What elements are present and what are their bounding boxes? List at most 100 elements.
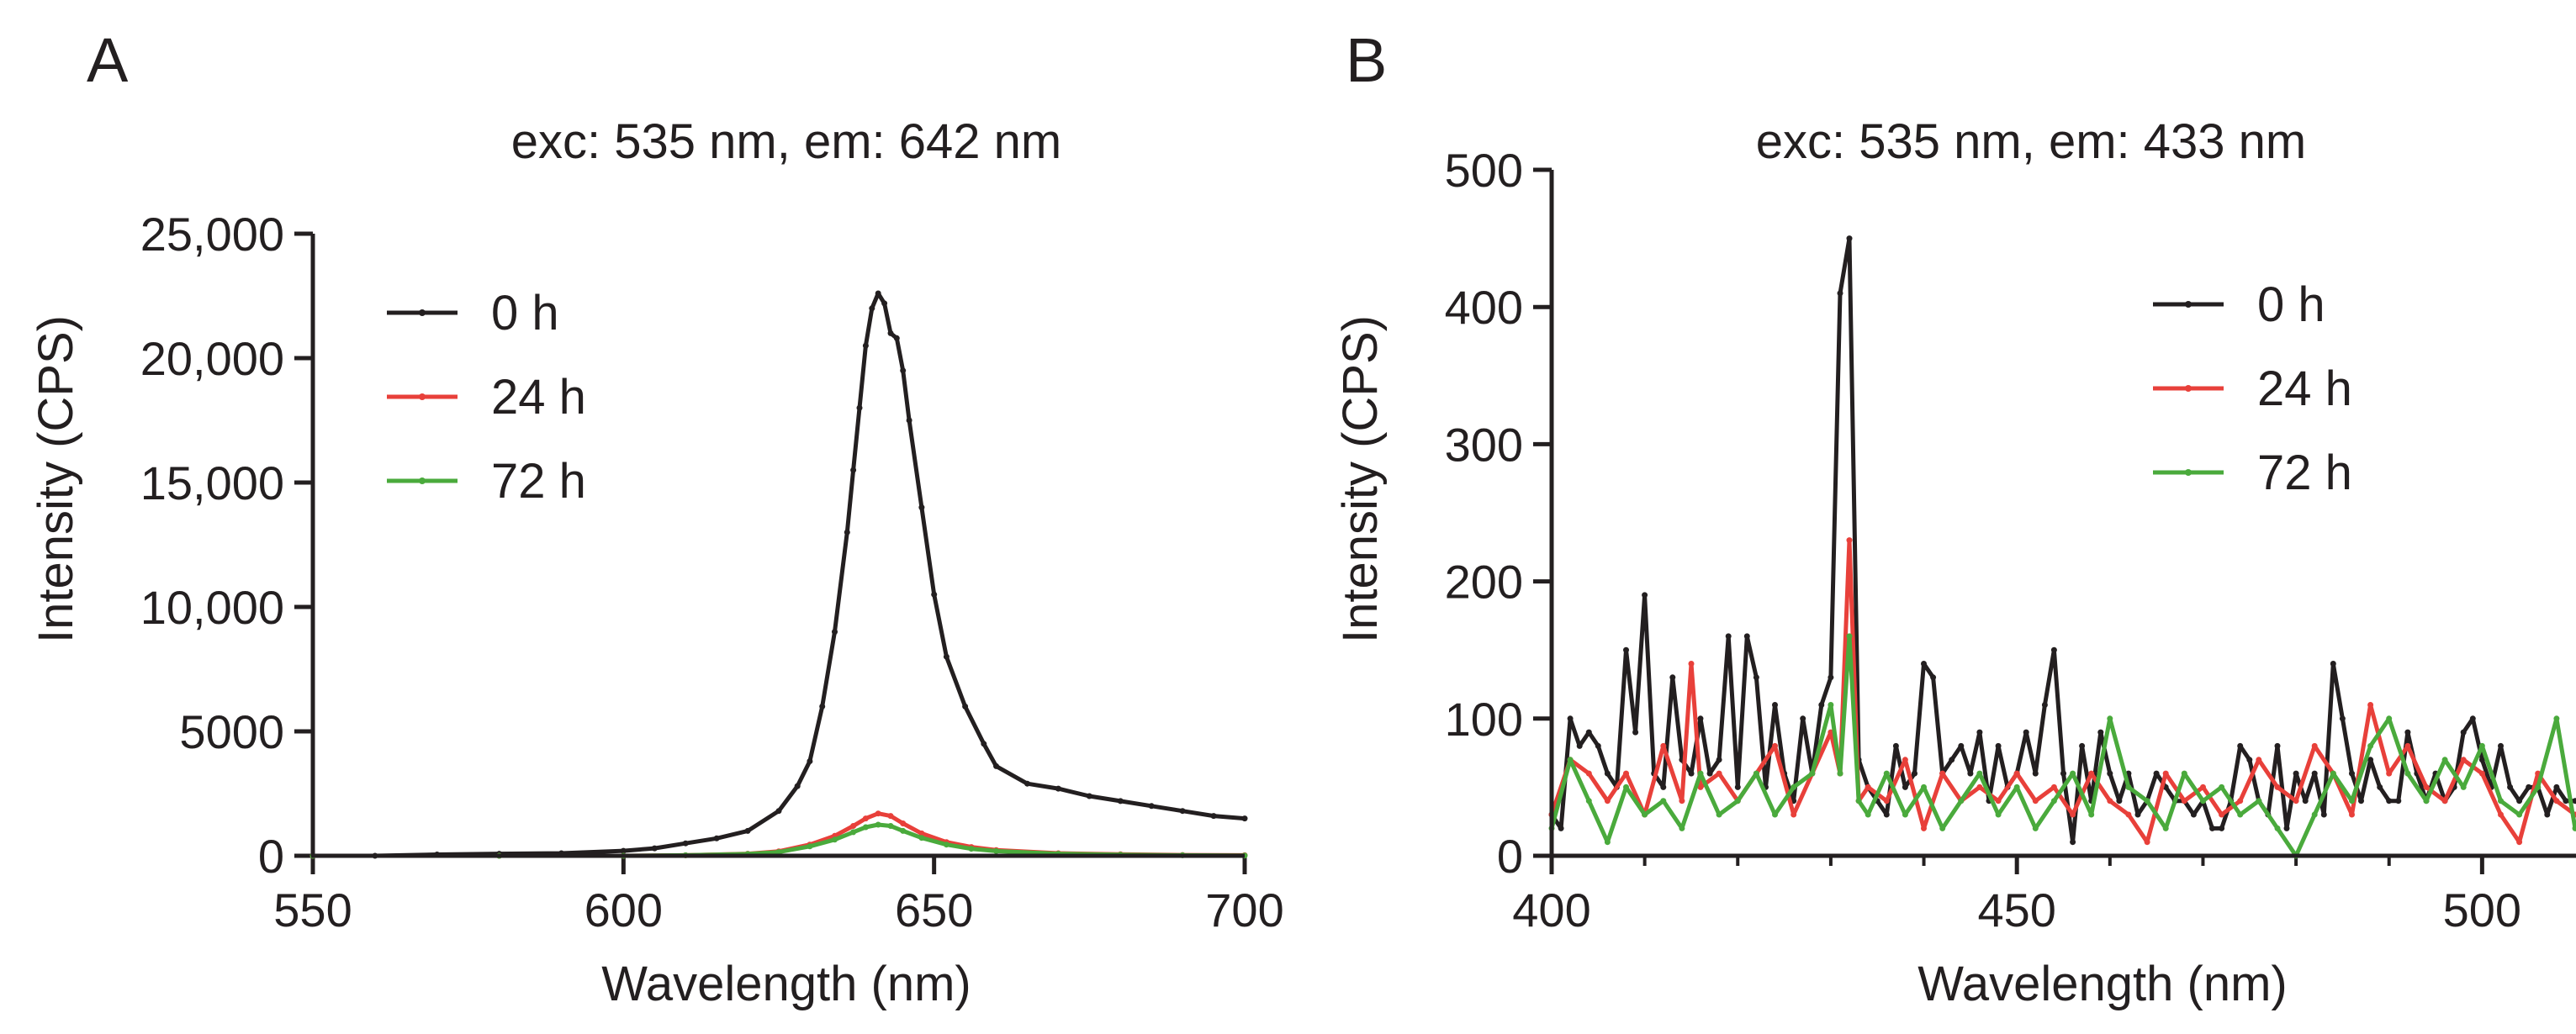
panel-a-x-axis-label: Wavelength (nm) xyxy=(601,957,971,1011)
panel-a-data-point xyxy=(832,629,838,636)
panel-b-data-point xyxy=(2190,811,2197,818)
panel-b-data-point xyxy=(1688,661,1695,667)
panel-b-data-point xyxy=(2349,811,2355,818)
panel-b-data-point xyxy=(1921,825,1927,831)
panel-b-data-point xyxy=(1939,825,1946,831)
panel-b-data-point xyxy=(1623,770,1629,777)
panel-b-data-point xyxy=(1697,715,1704,722)
panel-b-data-point xyxy=(2544,811,2551,818)
panel-b-data-point xyxy=(1585,770,1592,777)
panel-b-data-point xyxy=(1660,783,1667,790)
panel-b-data-point xyxy=(2460,783,2467,790)
panel-b-data-point xyxy=(2060,770,2066,777)
panel-b-data-point xyxy=(2478,757,2485,763)
panel-b-data-point xyxy=(1688,770,1695,777)
panel-a-y-tick-label: 15,000 xyxy=(140,456,284,509)
panel-b-data-point xyxy=(2302,798,2309,805)
panel-b-data-point xyxy=(2367,702,2374,708)
panel-b-data-point xyxy=(2498,798,2504,805)
panel-b-data-point xyxy=(1846,235,1853,242)
panel-b-data-point xyxy=(2274,742,2281,749)
panel-a-data-point xyxy=(1179,808,1186,815)
panel-a-data-point xyxy=(900,827,907,834)
panel-b-data-point xyxy=(1958,742,1965,749)
panel-b-data-point xyxy=(1995,811,2002,818)
panel-a-data-point xyxy=(1024,780,1030,787)
panel-a-y-tick-label: 5000 xyxy=(179,705,284,758)
panel-b-data-point xyxy=(2320,811,2327,818)
panel-a-legend: 0 h 24 h 72 h xyxy=(387,286,586,509)
panel-b-data-point xyxy=(2125,811,2132,818)
panel-b-data-point xyxy=(2293,770,2299,777)
panel-a-series xyxy=(309,290,1248,859)
panel-a-data-point xyxy=(900,820,907,826)
panel-a-ticks: 0 5000 10,000 15,000 20,000 25,000 550 600 650 70… xyxy=(140,208,1284,936)
panel-b-data-point xyxy=(2423,798,2430,805)
panel-b-data-point xyxy=(1558,825,1564,831)
panel-b-data-point xyxy=(2070,770,2076,777)
panel-b-data-point xyxy=(2088,811,2095,818)
panel-b-data-point xyxy=(1642,811,1648,818)
panel-a-y-tick-label: 0 xyxy=(258,830,284,883)
panel-b-data-point xyxy=(2041,702,2048,708)
panel-a-y-tick-label: 25,000 xyxy=(140,208,284,261)
panel-a-data-point xyxy=(887,823,894,829)
panel-a-data-point xyxy=(807,758,813,764)
panel-b-data-point xyxy=(1669,674,1676,681)
panel-b-data-point xyxy=(2237,798,2244,805)
panel-b-data-point xyxy=(2125,783,2132,790)
panel-a-data-point xyxy=(900,367,907,374)
panel-a-data-point xyxy=(1210,813,1217,820)
panel-b-data-point xyxy=(2386,798,2393,805)
panel-a-y-axis-label: Intensity (CPS) xyxy=(29,315,83,643)
panel-b-data-point xyxy=(2219,825,2225,831)
panel-b-data-point xyxy=(1837,290,1843,297)
panel-a-data-point xyxy=(850,829,857,836)
panel-b-data-point xyxy=(2070,811,2076,818)
panel-b-data-point xyxy=(2572,825,2576,831)
panel-b-data-point xyxy=(2200,783,2206,790)
panel-a-data-point xyxy=(869,305,875,312)
panel-b-data-point xyxy=(2181,770,2187,777)
panel-b-data-point xyxy=(2050,646,2057,653)
panel-a-data-point xyxy=(807,843,813,850)
panel-b-data-point xyxy=(1921,783,1927,790)
panel-b-data-point xyxy=(1818,702,1825,708)
panel-b-y-tick-label: 400 xyxy=(1445,281,1523,334)
panel-b-data-point xyxy=(2256,757,2262,763)
panel-b-data-point xyxy=(2079,742,2086,749)
panel-a-data-point xyxy=(850,823,857,829)
panel-b-data-point xyxy=(1846,537,1853,544)
panel-b-data-point xyxy=(2553,715,2560,722)
panel-a-label: A xyxy=(87,25,129,95)
panel-a-legend-marker xyxy=(419,393,426,400)
panel-b-data-point xyxy=(1660,798,1667,805)
panel-b-data-point xyxy=(1837,770,1843,777)
panel-b-data-point xyxy=(2367,742,2374,749)
panel-b-data-point xyxy=(1883,811,1890,818)
panel-b-data-point xyxy=(2516,811,2523,818)
panel-b-legend-marker xyxy=(2185,385,2192,392)
panel-a-data-point xyxy=(862,342,869,349)
panel-b-data-point xyxy=(2032,770,2039,777)
panel-a-y-tick-label: 20,000 xyxy=(140,332,284,385)
panel-b-data-point xyxy=(1725,633,1732,640)
panel-b-data-point xyxy=(2200,798,2206,805)
panel-b-data-point xyxy=(2116,798,2123,805)
panel-a-x-tick-label: 650 xyxy=(895,884,973,936)
panel-b-data-point xyxy=(2144,839,2150,846)
panel-a: A exc: 535 nm, em: 642 nm Intensity (CPS… xyxy=(29,25,1284,1011)
panel-a-y-tick-label: 10,000 xyxy=(140,581,284,634)
panel-b-data-point xyxy=(1679,825,1685,831)
panel-b-data-point xyxy=(1623,646,1629,653)
panel-b-data-point xyxy=(1772,742,1778,749)
panel-a-data-point xyxy=(682,840,689,847)
panel-b-data-point xyxy=(2088,770,2095,777)
panel-a-data-point xyxy=(844,529,850,535)
panel-b-data-point xyxy=(2237,811,2244,818)
panel-b-data-point xyxy=(2311,770,2318,777)
panel-a-data-point xyxy=(981,741,987,747)
panel-a-data-point xyxy=(875,821,881,828)
panel-a-data-point xyxy=(881,300,888,307)
panel-b-data-point xyxy=(1632,729,1639,736)
